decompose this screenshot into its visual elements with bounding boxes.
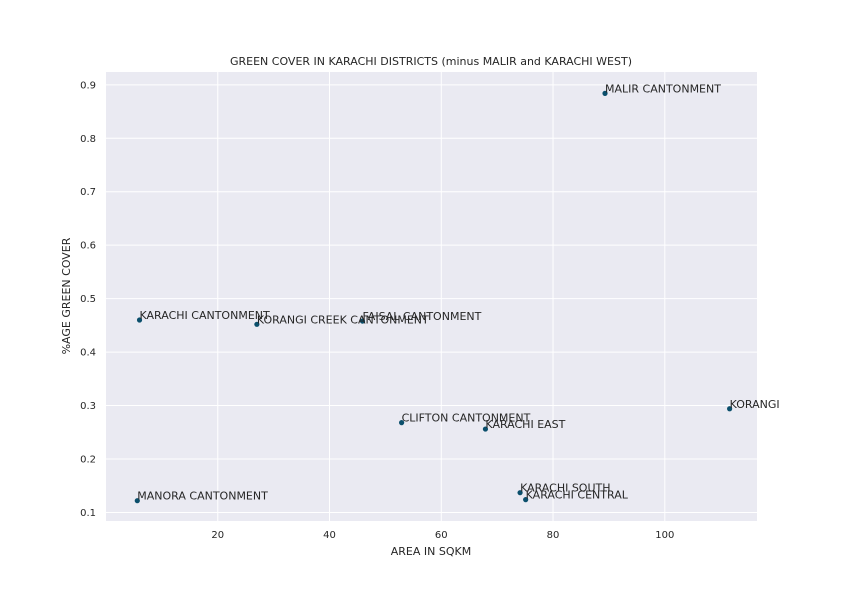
data-point: [136, 317, 143, 323]
y-tick-label: 0.1: [80, 508, 96, 519]
data-point: [399, 420, 405, 426]
data-point: [602, 90, 608, 96]
y-tick-label: 0.9: [80, 80, 96, 91]
x-tick-label: 20: [211, 530, 224, 541]
data-point-label: CLIFTON CANTONMENT: [402, 412, 531, 425]
data-point-label: KORANGI CREEK CANTONMENT: [257, 313, 429, 326]
grid-lines: [106, 72, 757, 521]
data-point: [254, 321, 260, 327]
data-point-label: MANORA CANTONMENT: [137, 490, 268, 503]
x-tick-label: 40: [323, 530, 336, 541]
data-point-label: KARACHI SOUTH: [520, 482, 610, 495]
data-points: [134, 90, 733, 504]
x-tick-label: 100: [655, 530, 674, 541]
y-tick-label: 0.6: [80, 241, 96, 252]
data-point: [517, 490, 523, 496]
chart-title: GREEN COVER IN KARACHI DISTRICTS (minus …: [230, 55, 632, 68]
y-tick-label: 0.2: [80, 454, 96, 465]
data-point: [482, 426, 489, 432]
y-axis-label: %AGE GREEN COVER: [60, 237, 73, 354]
data-point: [523, 497, 529, 503]
x-axis-label: AREA IN SQKM: [391, 545, 471, 558]
y-tick-label: 0.7: [80, 187, 96, 198]
data-point: [727, 406, 733, 412]
y-tick-label: 0.3: [80, 401, 96, 412]
data-point-label: FAISAL CANTONMENT: [362, 310, 481, 323]
x-tick-label: 60: [435, 530, 448, 541]
plot-area: [106, 72, 757, 521]
data-point-label: KARACHI CENTRAL: [526, 489, 629, 502]
data-point-label: KARACHI CANTONMENT: [140, 309, 270, 322]
data-point-label: KARACHI EAST: [485, 418, 565, 431]
data-point: [134, 498, 140, 504]
data-point-label: KORANGI: [730, 398, 780, 411]
y-tick-label: 0.8: [80, 134, 96, 145]
y-tick-label: 0.4: [80, 348, 96, 359]
y-tick-label: 0.5: [80, 294, 96, 305]
data-point-label: MALIR CANTONMENT: [605, 82, 721, 95]
data-point: [359, 318, 366, 324]
tick-labels: 20 40 60 80 100 0.1 0.2 0.3 0.4 0.5 0.6 0.7 0.8 0.9: [80, 80, 674, 541]
x-tick-label: 80: [547, 530, 560, 541]
